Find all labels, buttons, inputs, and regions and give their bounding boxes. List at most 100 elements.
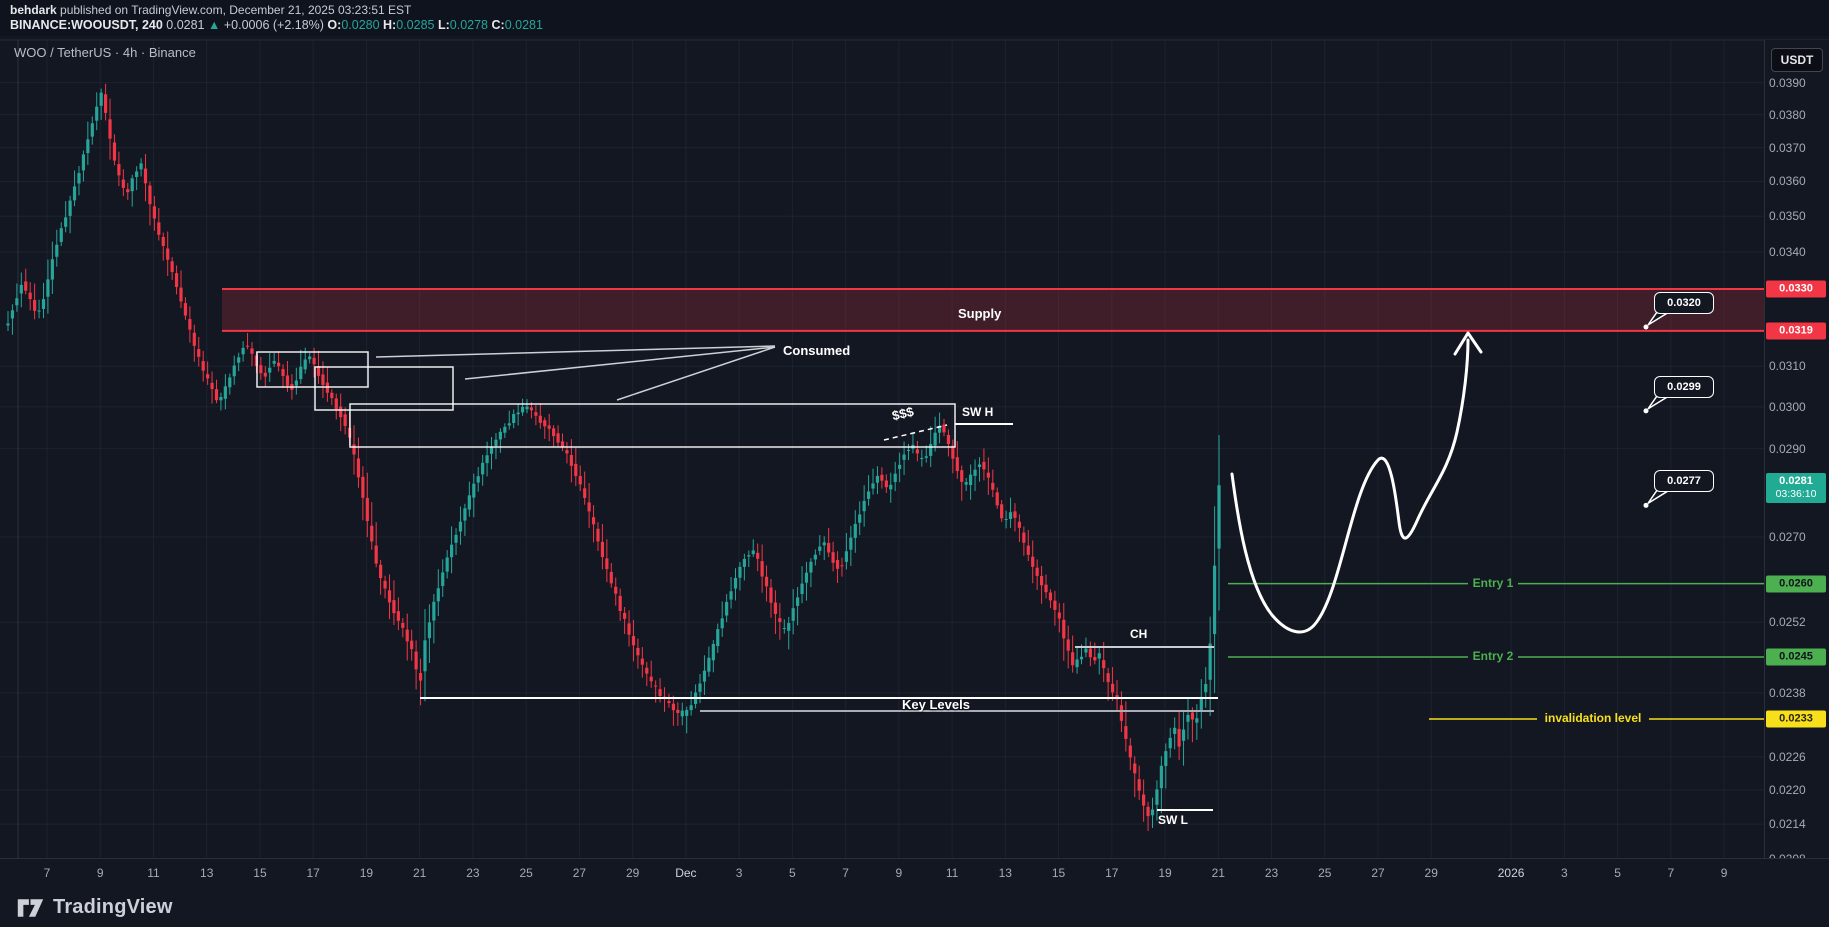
open-value: 0.0280 <box>341 18 380 32</box>
projection-curve[interactable] <box>1230 338 1470 634</box>
time-tick: 17 <box>1105 866 1119 880</box>
change-of-character-label[interactable]: CH <box>1130 627 1148 641</box>
time-tick: 9 <box>895 866 903 880</box>
trendline[interactable] <box>375 345 776 358</box>
supply-zone-label[interactable]: Supply <box>958 306 1002 321</box>
time-tick: Dec <box>675 866 697 880</box>
candles <box>6 83 1221 832</box>
time-tick: 15 <box>1051 866 1066 880</box>
price-tick: 0.0214 <box>1769 817 1806 832</box>
invalidation-label[interactable]: invalidation level <box>1544 711 1642 726</box>
time-tick: 23 <box>1264 866 1279 880</box>
time-tick: 7 <box>842 866 849 880</box>
price-tick: 0.0350 <box>1769 209 1806 224</box>
price-target-callout[interactable]: 0.0320 <box>1654 292 1714 315</box>
time-tick: 27 <box>1371 866 1385 880</box>
tradingview-logo[interactable]: TradingView <box>17 896 173 920</box>
price-tick: 0.0360 <box>1769 174 1806 189</box>
price-tick: 0.0270 <box>1769 529 1806 544</box>
time-tick: 13 <box>200 866 214 880</box>
time-tick: 5 <box>1614 866 1621 880</box>
arrow-up-icon <box>1453 331 1483 356</box>
drawn-rectangle[interactable] <box>256 351 369 388</box>
swing-low-label[interactable]: SW L <box>1158 813 1188 827</box>
close-label: C: <box>491 18 505 32</box>
price-target-callout[interactable]: 0.0299 <box>1654 375 1714 398</box>
time-tick: 29 <box>625 866 640 880</box>
supply-top-price-label[interactable]: 0.0330 <box>1766 280 1826 298</box>
chart-canvas[interactable] <box>0 40 1764 858</box>
time-tick: 17 <box>306 866 320 880</box>
publish-header: behdark published on TradingView.com, De… <box>0 0 1829 36</box>
price-tick: 0.0220 <box>1769 782 1806 797</box>
time-tick: 11 <box>147 866 160 880</box>
price-target-callout[interactable]: 0.0277 <box>1654 470 1714 493</box>
tradingview-wordmark: TradingView <box>53 896 173 918</box>
price-tick: 0.0340 <box>1769 245 1806 260</box>
low-label: L: <box>437 18 450 32</box>
tradingview-mark-icon <box>17 898 44 917</box>
price-tick: 0.0252 <box>1769 615 1806 630</box>
price-change: +0.0006 (+2.18%) <box>223 18 324 32</box>
drawn-line[interactable] <box>883 424 948 441</box>
time-tick: 23 <box>466 866 480 880</box>
time-tick: 7 <box>43 866 51 880</box>
consumed-label[interactable]: Consumed <box>783 343 851 358</box>
callout-anchor-dot <box>1643 324 1649 330</box>
last-price-label[interactable]: 0.0281 03:36:10 <box>1766 472 1826 503</box>
time-axis[interactable]: 7 9 11 13 15 17 19 21 23 25 27 29 Dec 3 5 7 9 11 13 15 17 19 2… <box>0 858 1829 889</box>
swing-high-label[interactable]: SW H <box>962 405 994 419</box>
up-arrow-icon: ▲ <box>208 18 221 32</box>
price-tick: 0.0370 <box>1769 140 1806 155</box>
byline: behdark published on TradingView.com, De… <box>10 3 411 17</box>
drawn-rectangle[interactable] <box>349 403 956 448</box>
price-tick: 0.0380 <box>1769 107 1806 122</box>
author-name: behdark <box>10 3 57 17</box>
entry1-label[interactable]: Entry 1 <box>1472 575 1514 590</box>
close-value: 0.0281 <box>504 18 543 32</box>
time-tick: 3 <box>735 866 743 880</box>
high-label: H: <box>383 18 397 32</box>
time-tick: 25 <box>519 866 533 880</box>
currency-usdt-button[interactable]: USDT <box>1771 48 1823 72</box>
supply-zone[interactable] <box>222 289 1764 331</box>
invalidation-price-label[interactable]: 0.0233 <box>1766 710 1826 728</box>
time-tick: 13 <box>998 866 1012 880</box>
last-price: 0.0281 <box>166 18 205 32</box>
supply-bottom-price-label[interactable]: 0.0319 <box>1766 322 1826 340</box>
price-tick: 0.0226 <box>1769 749 1806 764</box>
time-tick: 11 <box>945 866 959 880</box>
time-tick: 7 <box>1667 866 1675 880</box>
low-value: 0.0278 <box>449 18 488 32</box>
symbol-name: BINANCE:WOOUSDT, 240 <box>10 18 163 32</box>
time-tick: 21 <box>1211 866 1225 880</box>
publish-info: published on TradingView.com, December 2… <box>56 3 412 17</box>
chart-title: WOO / TetherUS · 4h · Binance <box>14 45 196 60</box>
time-tick: 3 <box>1560 866 1568 880</box>
price-tick: 0.0310 <box>1769 359 1806 374</box>
time-tick: 5 <box>789 866 796 880</box>
time-tick: 9 <box>1720 866 1728 880</box>
price-tick: 0.0390 <box>1769 75 1806 90</box>
trendline[interactable] <box>616 346 776 401</box>
time-tick: 21 <box>412 866 427 880</box>
symbol-summary: BINANCE:WOOUSDT, 240 0.0281 ▲ +0.0006 (+… <box>10 18 543 32</box>
key-levels-label[interactable]: Key Levels <box>902 697 970 712</box>
drawn-rectangle[interactable] <box>314 366 454 411</box>
price-axis[interactable]: USDT 0.0390 0.0380 0.0370 0.0360 0.0350 0.034… <box>1764 40 1829 887</box>
callout-anchor-dot <box>1643 502 1649 508</box>
entry1-price-label[interactable]: 0.0260 <box>1766 575 1826 593</box>
time-tick: 9 <box>96 866 104 880</box>
high-value: 0.0285 <box>396 18 435 32</box>
time-tick: 2026 <box>1497 866 1525 880</box>
entry2-label[interactable]: Entry 2 <box>1472 649 1514 663</box>
callout-anchor-dot <box>1643 408 1649 414</box>
entry2-price-label[interactable]: 0.0245 <box>1766 648 1826 666</box>
time-tick: 15 <box>253 866 267 880</box>
price-tick: 0.0238 <box>1769 685 1806 700</box>
price-tick: 0.0300 <box>1769 399 1806 414</box>
trendline[interactable] <box>464 346 776 380</box>
time-tick: 29 <box>1424 866 1438 880</box>
